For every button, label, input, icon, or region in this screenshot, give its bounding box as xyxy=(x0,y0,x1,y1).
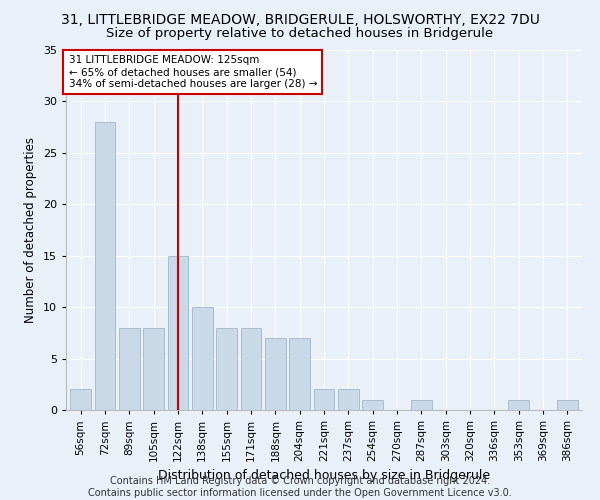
Bar xyxy=(143,328,164,410)
Text: 31 LITTLEBRIDGE MEADOW: 125sqm
← 65% of detached houses are smaller (54)
34% of : 31 LITTLEBRIDGE MEADOW: 125sqm ← 65% of … xyxy=(68,56,317,88)
Bar xyxy=(119,328,140,410)
Y-axis label: Number of detached properties: Number of detached properties xyxy=(24,137,37,323)
Bar xyxy=(241,328,262,410)
Bar xyxy=(167,256,188,410)
Text: 31, LITTLEBRIDGE MEADOW, BRIDGERULE, HOLSWORTHY, EX22 7DU: 31, LITTLEBRIDGE MEADOW, BRIDGERULE, HOL… xyxy=(61,12,539,26)
Bar xyxy=(411,400,432,410)
Bar xyxy=(508,400,529,410)
Bar xyxy=(70,390,91,410)
Text: Contains HM Land Registry data © Crown copyright and database right 2024.
Contai: Contains HM Land Registry data © Crown c… xyxy=(88,476,512,498)
Bar xyxy=(362,400,383,410)
Bar xyxy=(95,122,115,410)
Bar xyxy=(265,338,286,410)
Bar xyxy=(314,390,334,410)
Bar xyxy=(338,390,359,410)
Text: Size of property relative to detached houses in Bridgerule: Size of property relative to detached ho… xyxy=(106,28,494,40)
Bar xyxy=(289,338,310,410)
X-axis label: Distribution of detached houses by size in Bridgerule: Distribution of detached houses by size … xyxy=(158,470,490,482)
Bar xyxy=(216,328,237,410)
Bar xyxy=(192,307,212,410)
Bar xyxy=(557,400,578,410)
